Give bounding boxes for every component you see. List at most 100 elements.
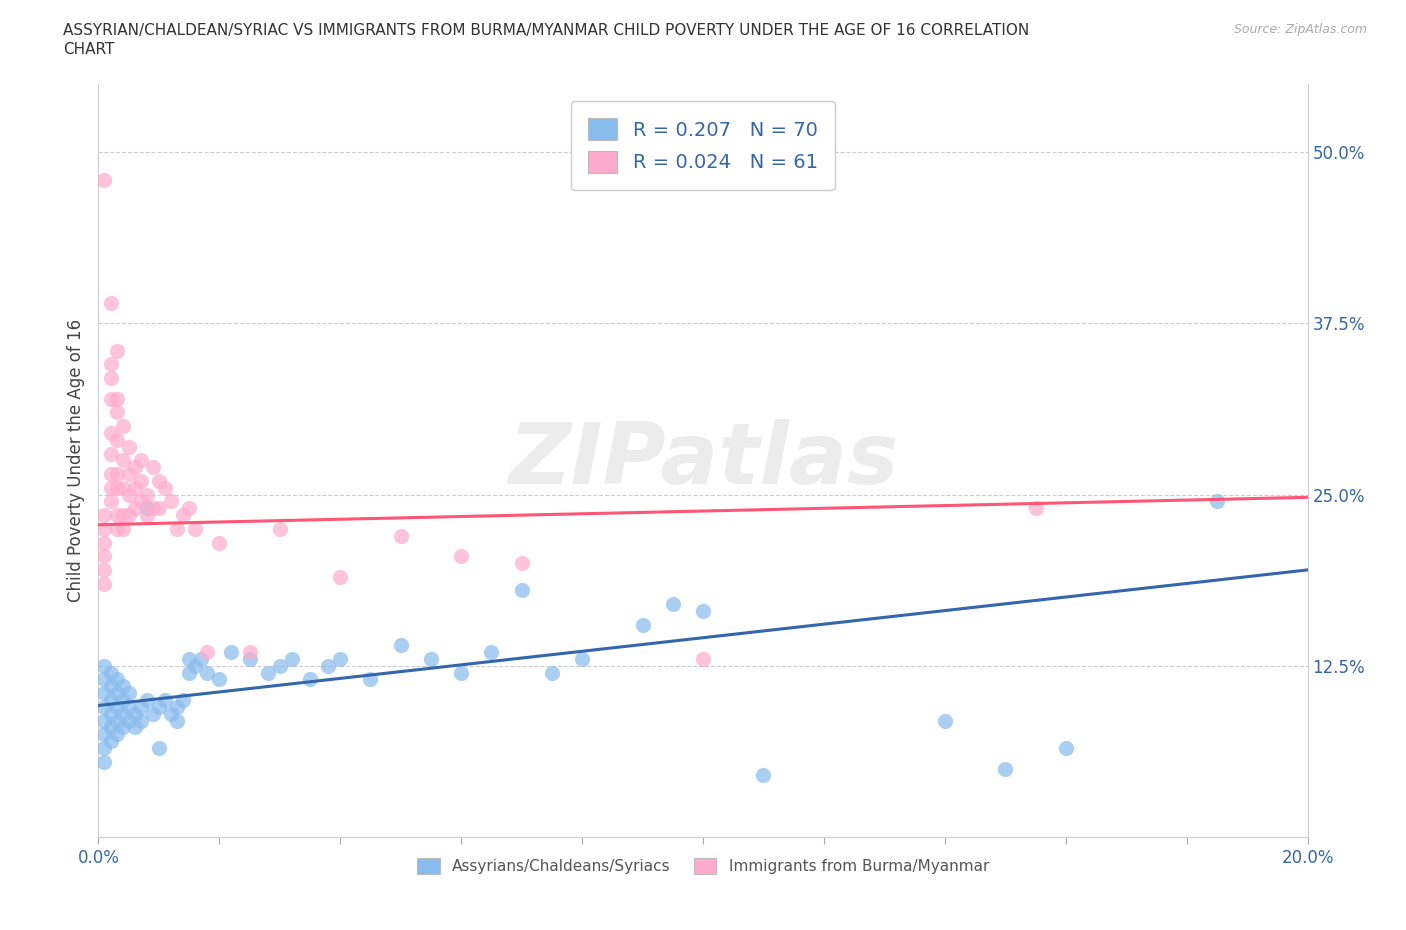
Point: [93, 508, 115, 523]
Point: [100, 426, 122, 441]
Point: [100, 446, 122, 461]
Text: ZIPatlas: ZIPatlas: [508, 418, 898, 502]
Point: [269, 522, 291, 537]
Point: [105, 432, 128, 447]
Point: [93, 535, 115, 550]
Point: [118, 508, 141, 523]
Point: [93, 672, 115, 687]
Point: [111, 522, 134, 537]
Point: [100, 734, 122, 749]
Point: [129, 713, 152, 728]
Text: Source: ZipAtlas.com: Source: ZipAtlas.com: [1233, 23, 1367, 36]
Point: [142, 459, 165, 474]
Point: [129, 699, 152, 714]
Point: [105, 727, 128, 742]
Point: [1206, 494, 1229, 509]
Point: [111, 693, 134, 708]
Point: [105, 713, 128, 728]
Point: [124, 720, 146, 735]
Point: [105, 508, 128, 523]
Point: [118, 439, 141, 454]
Point: [93, 699, 115, 714]
Point: [389, 638, 412, 653]
Point: [100, 357, 122, 372]
Point: [190, 652, 212, 667]
Point: [148, 740, 170, 755]
Point: [208, 535, 231, 550]
Point: [195, 665, 218, 680]
Point: [179, 501, 201, 516]
Point: [329, 569, 352, 584]
Point: [239, 644, 262, 659]
Point: [105, 522, 128, 537]
Point: [93, 522, 115, 537]
Y-axis label: Child Poverty Under the Age of 16: Child Poverty Under the Age of 16: [66, 319, 84, 602]
Point: [105, 672, 128, 687]
Point: [631, 618, 654, 632]
Point: [166, 522, 188, 537]
Point: [420, 652, 443, 667]
Point: [93, 563, 115, 578]
Point: [93, 740, 115, 755]
Point: [111, 720, 134, 735]
Legend: Assyrians/Chaldeans/Syriacs, Immigrants from Burma/Myanmar: Assyrians/Chaldeans/Syriacs, Immigrants …: [409, 850, 997, 882]
Point: [105, 467, 128, 482]
Point: [692, 604, 714, 618]
Point: [100, 720, 122, 735]
Point: [124, 480, 146, 495]
Point: [124, 706, 146, 721]
Point: [124, 459, 146, 474]
Point: [221, 644, 243, 659]
Point: [208, 672, 231, 687]
Point: [1054, 740, 1077, 755]
Point: [100, 706, 122, 721]
Point: [360, 672, 382, 687]
Point: [540, 665, 562, 680]
Point: [105, 699, 128, 714]
Point: [93, 754, 115, 769]
Point: [239, 652, 262, 667]
Point: [172, 693, 194, 708]
Point: [389, 528, 412, 543]
Point: [316, 658, 339, 673]
Point: [93, 727, 115, 742]
Point: [481, 644, 503, 659]
Point: [100, 693, 122, 708]
Point: [1024, 501, 1046, 516]
Point: [129, 453, 152, 468]
Point: [124, 501, 146, 516]
Point: [111, 453, 134, 468]
Point: [179, 652, 201, 667]
Point: [166, 699, 188, 714]
Point: [100, 494, 122, 509]
Point: [93, 172, 115, 187]
Point: [129, 494, 152, 509]
Point: [148, 699, 170, 714]
Point: [100, 296, 122, 311]
Point: [269, 658, 291, 673]
Point: [148, 473, 170, 488]
Point: [571, 652, 593, 667]
Point: [148, 501, 170, 516]
Point: [100, 665, 122, 680]
Point: [111, 706, 134, 721]
Text: CHART: CHART: [63, 42, 115, 57]
Point: [105, 480, 128, 495]
Point: [142, 501, 165, 516]
Point: [111, 480, 134, 495]
Point: [172, 508, 194, 523]
Point: [93, 685, 115, 700]
Point: [105, 405, 128, 419]
Point: [510, 555, 533, 570]
Point: [450, 665, 472, 680]
Point: [111, 508, 134, 523]
Point: [281, 652, 304, 667]
Point: [153, 480, 176, 495]
Point: [450, 549, 472, 564]
Point: [692, 652, 714, 667]
Point: [100, 371, 122, 386]
Point: [135, 693, 157, 708]
Point: [111, 679, 134, 694]
Point: [661, 597, 683, 612]
Point: [105, 685, 128, 700]
